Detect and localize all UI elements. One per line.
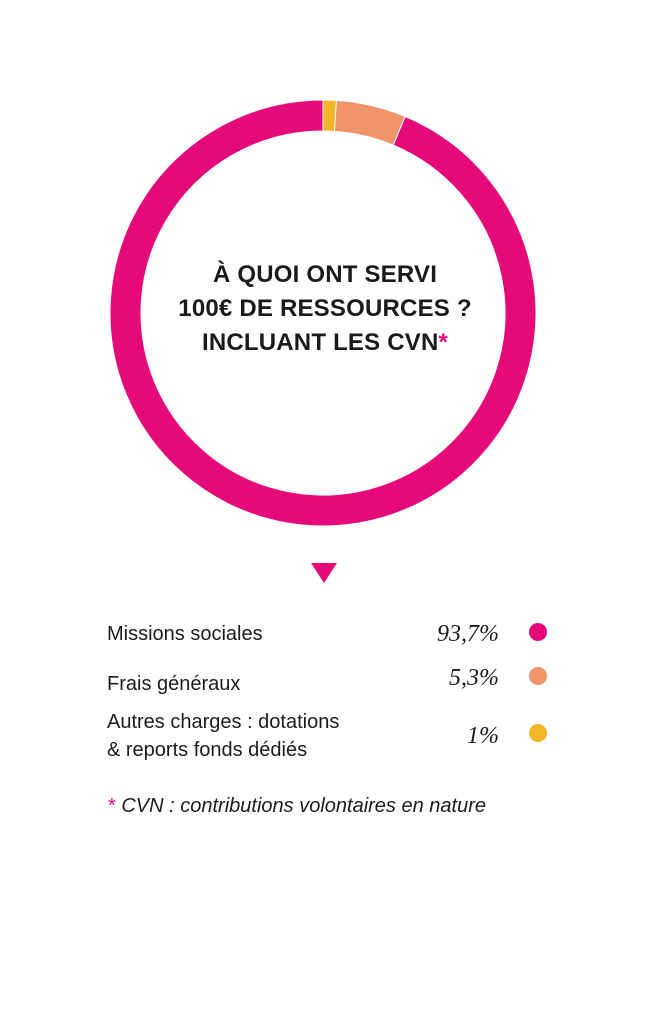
donut-chart — [109, 99, 537, 527]
legend-label: Missions sociales — [107, 623, 263, 645]
legend-dot — [529, 724, 547, 742]
chart-title-line-1: À QUOI ONT SERVI — [212, 261, 438, 288]
footnote-text: CVN : contributions volontaires en natur… — [121, 795, 486, 817]
donut-slice-3 — [322, 99, 337, 132]
legend-label-line-1: Autres charges : dotations — [107, 711, 340, 733]
title-asterisk: * — [438, 329, 449, 356]
chart-title: À QUOI ONT SERVI 100€ DE RESSOURCES ? IN… — [150, 258, 500, 360]
footnote: * CVN : contributions volontaires en nat… — [108, 795, 486, 818]
legend-value: 5,3% — [449, 665, 499, 691]
legend-label: Frais généraux — [107, 673, 241, 695]
legend-label-line-2: & reports fonds dédiés — [107, 739, 308, 761]
footnote-asterisk: * — [108, 795, 116, 817]
legend-dot — [529, 623, 547, 641]
donut-slice-1 — [109, 99, 537, 527]
legend-dot — [529, 667, 547, 685]
legend-value: 1% — [467, 723, 499, 749]
legend-value: 93,7% — [437, 621, 499, 647]
pointer-triangle-icon — [311, 563, 337, 583]
chart-title-line-3: INCLUANT LES CVN — [201, 329, 439, 356]
donut-slice-2 — [333, 99, 406, 146]
chart-title-line-2: 100€ DE RESSOURCES ? — [178, 295, 472, 322]
